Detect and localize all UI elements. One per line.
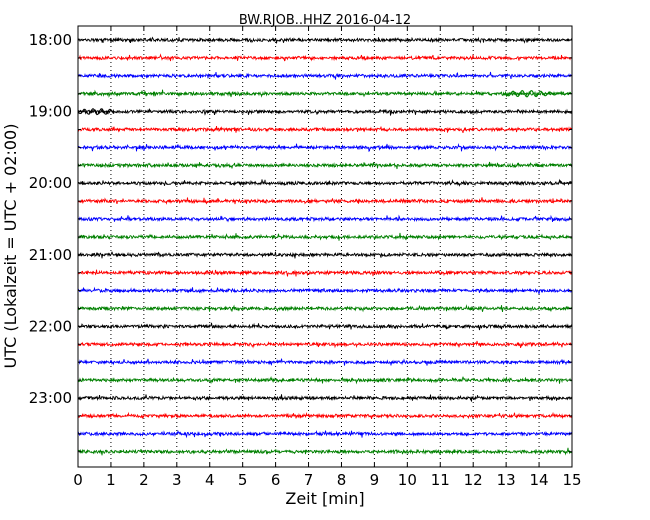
seismic-trace xyxy=(77,358,573,367)
seismic-trace xyxy=(77,161,573,170)
seismic-trace xyxy=(77,214,573,223)
seismic-trace xyxy=(77,340,573,349)
x-tick-labels: 0 1 2 3 4 5 6 7 8 9 10 11 12 13 14 15 xyxy=(73,471,581,489)
seismic-trace xyxy=(77,269,573,277)
seismic-trace xyxy=(77,251,573,259)
x-tick-label: 5 xyxy=(238,471,248,489)
seismic-trace xyxy=(77,232,573,241)
seismic-trace xyxy=(77,394,573,402)
x-tick-label: 11 xyxy=(431,471,450,489)
seismic-trace xyxy=(77,322,573,331)
seismic-trace xyxy=(77,71,573,80)
x-tick-label: 3 xyxy=(172,471,182,489)
plot-background xyxy=(78,26,572,467)
chart-title: BW.RJOB..HHZ 2016-04-12 xyxy=(239,13,411,28)
seismic-trace xyxy=(77,411,573,420)
y-tick-label: 19:00 xyxy=(29,103,72,121)
x-tick-label: 9 xyxy=(370,471,380,489)
seismic-trace xyxy=(77,197,573,205)
seismic-trace xyxy=(77,429,573,439)
surface-wave xyxy=(505,89,572,98)
seismic-trace xyxy=(77,447,573,456)
x-tick-label: 4 xyxy=(205,471,215,489)
y-tick-label: 18:00 xyxy=(29,31,72,49)
seismic-trace xyxy=(77,178,573,187)
y-tick-label: 22:00 xyxy=(29,317,72,335)
seismic-trace xyxy=(77,304,573,313)
x-tick-label: 12 xyxy=(464,471,483,489)
seismic-trace xyxy=(77,53,573,62)
y-tick-labels: 18:00 19:00 20:00 21:00 22:00 23:00 xyxy=(29,31,72,407)
axis-ticks xyxy=(77,26,573,467)
grid-lines xyxy=(110,26,540,467)
plot-frame xyxy=(77,25,573,468)
x-tick-label: 14 xyxy=(530,471,549,489)
x-tick-label: 0 xyxy=(73,471,83,489)
x-tick-label: 1 xyxy=(106,471,116,489)
x-tick-label: 2 xyxy=(139,471,149,489)
y-axis-label: UTC (Lokalzeit = UTC + 02:00) xyxy=(1,124,20,369)
x-axis-label: Zeit [min] xyxy=(285,489,364,508)
y-tick-label: 23:00 xyxy=(29,389,72,407)
x-tick-label: 13 xyxy=(497,471,516,489)
seismic-trace xyxy=(77,108,573,116)
x-tick-label: 8 xyxy=(337,471,347,489)
x-tick-label: 6 xyxy=(271,471,281,489)
x-tick-label: 10 xyxy=(398,471,417,489)
seismic-trace xyxy=(77,36,573,44)
seismic-trace xyxy=(77,143,573,153)
seismic-trace xyxy=(77,89,573,98)
y-tick-label: 20:00 xyxy=(29,174,72,192)
seismic-trace xyxy=(77,125,573,133)
x-tick-label: 15 xyxy=(562,471,581,489)
surface-wave xyxy=(77,107,115,116)
seismic-trace xyxy=(77,375,573,385)
trace-group xyxy=(77,36,573,456)
seismic-trace xyxy=(77,286,573,295)
y-tick-label: 21:00 xyxy=(29,246,72,264)
x-tick-label: 7 xyxy=(304,471,314,489)
